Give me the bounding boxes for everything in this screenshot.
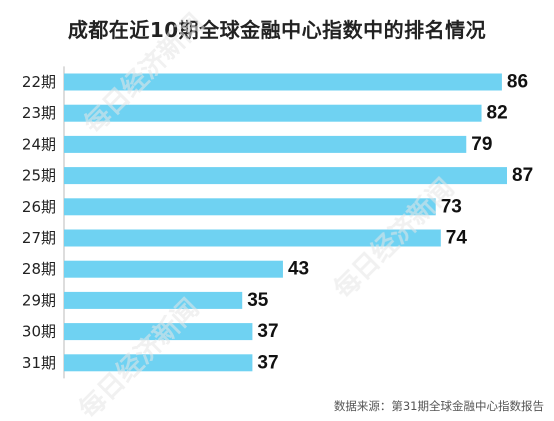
bar xyxy=(64,354,253,372)
y-tick-label: 23期 xyxy=(22,104,56,122)
y-tick-label: 30期 xyxy=(22,323,56,341)
bar xyxy=(64,260,283,278)
chart-title: 成都在近10期全球金融中心指数中的排名情况 xyxy=(67,18,487,42)
y-tick-label: 26期 xyxy=(22,198,56,216)
y-tick-label: 22期 xyxy=(22,73,56,91)
data-label: 82 xyxy=(487,103,508,124)
bar xyxy=(64,291,243,309)
y-tick-label: 31期 xyxy=(22,354,56,372)
source-note: 数据来源：第31期全球金融中心指数报告 xyxy=(333,399,544,413)
y-tick-label: 27期 xyxy=(22,229,56,247)
data-label: 73 xyxy=(441,196,462,217)
y-tick-label: 25期 xyxy=(22,167,56,185)
data-label: 87 xyxy=(512,165,533,186)
data-label: 35 xyxy=(247,290,269,311)
bar xyxy=(64,167,507,185)
y-tick-label: 24期 xyxy=(22,135,56,153)
data-label: 86 xyxy=(507,72,528,93)
data-label: 37 xyxy=(257,321,278,342)
bar xyxy=(64,198,436,216)
bar xyxy=(64,104,482,122)
data-label: 79 xyxy=(471,134,492,155)
data-label: 74 xyxy=(446,228,468,249)
bar xyxy=(64,73,502,91)
y-tick-label: 28期 xyxy=(22,260,56,278)
y-tick-label: 29期 xyxy=(22,291,56,309)
data-label: 37 xyxy=(257,352,278,373)
data-label: 43 xyxy=(288,259,309,280)
bar xyxy=(64,135,467,153)
bar xyxy=(64,229,441,247)
bar xyxy=(64,323,253,341)
